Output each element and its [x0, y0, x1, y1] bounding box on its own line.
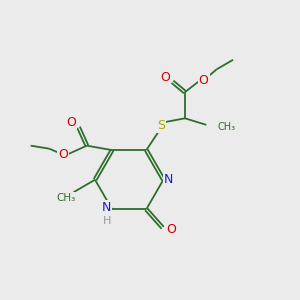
- Text: O: O: [58, 148, 68, 161]
- Text: CH₃: CH₃: [57, 193, 76, 202]
- Text: O: O: [199, 74, 208, 87]
- Text: O: O: [66, 116, 76, 129]
- Text: O: O: [160, 71, 170, 84]
- Text: S: S: [157, 119, 165, 132]
- Text: O: O: [166, 223, 176, 236]
- Text: CH₃: CH₃: [218, 122, 236, 132]
- Text: H: H: [103, 216, 111, 226]
- Text: N: N: [102, 201, 111, 214]
- Text: N: N: [164, 173, 173, 186]
